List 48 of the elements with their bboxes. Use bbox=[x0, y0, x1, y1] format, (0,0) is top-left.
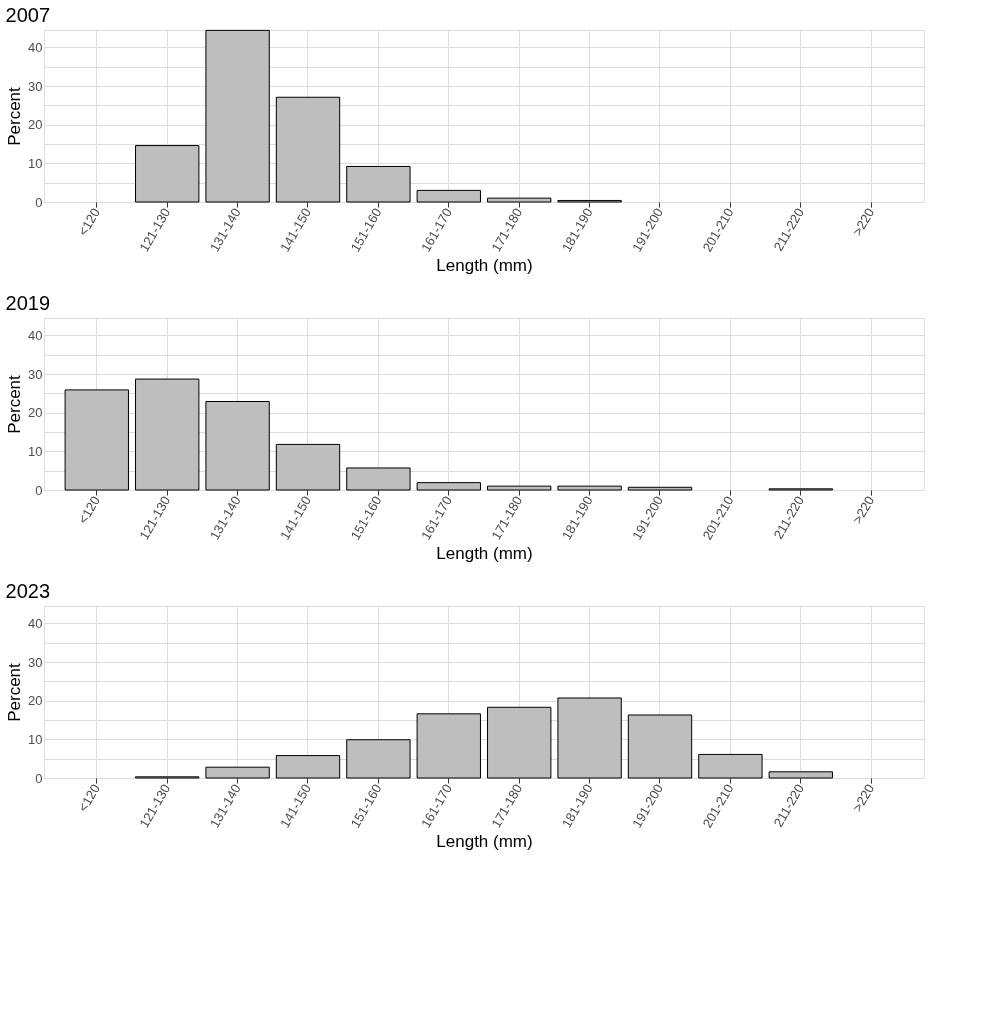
bar bbox=[275, 96, 341, 203]
bar bbox=[205, 29, 270, 203]
bar bbox=[346, 165, 411, 203]
y-tick-label: 40 bbox=[28, 327, 43, 343]
bar bbox=[416, 482, 481, 491]
bar bbox=[768, 771, 833, 779]
bar bbox=[205, 766, 270, 779]
y-tick-label: 0 bbox=[35, 770, 43, 786]
y-tick-label: 30 bbox=[28, 654, 43, 670]
y-tick-label: 30 bbox=[28, 366, 43, 382]
bar bbox=[416, 713, 481, 779]
bar bbox=[416, 189, 481, 203]
y-tick-label: 30 bbox=[28, 78, 43, 94]
y-tick-label: 20 bbox=[28, 405, 43, 421]
x-axis-title: Length (mm) bbox=[436, 544, 533, 564]
bar bbox=[627, 486, 693, 491]
chart-title: 2023 bbox=[5, 580, 51, 602]
bar bbox=[698, 753, 763, 779]
bar bbox=[557, 697, 622, 779]
x-axis-title: Length (mm) bbox=[436, 256, 533, 276]
x-axis-title: Length (mm) bbox=[436, 832, 533, 852]
bar bbox=[135, 145, 200, 203]
chart-title: 2007 bbox=[5, 3, 51, 26]
bar bbox=[64, 389, 129, 491]
y-axis-title: Percent bbox=[5, 86, 25, 146]
chart-title: 2019 bbox=[5, 292, 51, 314]
bar bbox=[487, 706, 552, 779]
y-tick-label: 0 bbox=[35, 482, 43, 498]
bar bbox=[135, 378, 200, 491]
bar bbox=[557, 485, 622, 491]
bar bbox=[487, 485, 552, 491]
y-tick-label: 40 bbox=[28, 615, 43, 631]
bar bbox=[346, 467, 411, 491]
y-tick-label: 10 bbox=[28, 731, 43, 747]
y-tick-label: 10 bbox=[28, 155, 43, 171]
y-tick-label: 10 bbox=[28, 443, 43, 459]
bar bbox=[275, 755, 341, 779]
bar bbox=[627, 714, 693, 779]
bar bbox=[275, 443, 341, 491]
y-axis-title: Percent bbox=[5, 374, 25, 434]
y-tick-label: 20 bbox=[28, 117, 43, 133]
bar bbox=[346, 739, 411, 779]
bar bbox=[205, 400, 270, 491]
y-tick-label: 0 bbox=[35, 194, 43, 210]
y-tick-label: 40 bbox=[28, 39, 43, 55]
y-tick-label: 20 bbox=[28, 693, 43, 709]
y-axis-title: Percent bbox=[5, 662, 25, 722]
bar bbox=[487, 197, 552, 203]
